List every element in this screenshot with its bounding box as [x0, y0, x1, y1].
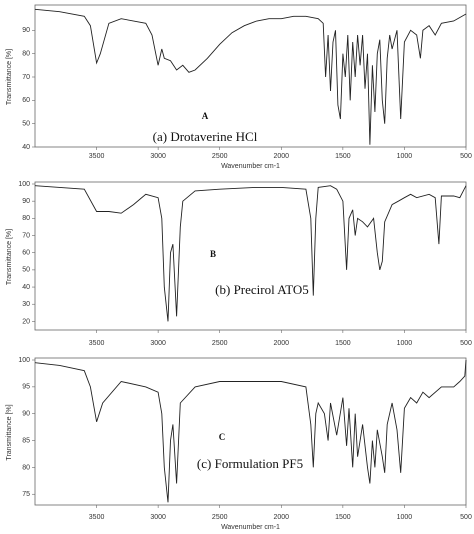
y-tick-label: 60	[22, 250, 30, 257]
y-tick-label: 100	[18, 357, 30, 364]
panel-caption: (b) Precirol ATO5	[215, 282, 309, 297]
x-tick-label: 2000	[273, 153, 289, 160]
x-tick-label: 3000	[150, 514, 166, 521]
x-axis-label: Wavenumber cm-1	[221, 524, 280, 531]
y-tick-label: 20	[22, 318, 30, 325]
y-tick-label: 90	[22, 198, 30, 205]
x-tick-label: 1500	[335, 153, 351, 160]
panel-letter: A	[202, 111, 209, 121]
x-tick-label: 3000	[150, 153, 166, 160]
plot-frame	[34, 357, 467, 506]
y-tick-label: 40	[22, 284, 30, 291]
x-tick-label: 1000	[397, 340, 413, 347]
y-tick-label: 90	[22, 411, 30, 418]
x-tick-label: 3500	[89, 340, 105, 347]
plot-frame	[34, 4, 467, 148]
spectrum-line	[34, 185, 467, 322]
y-tick-label: 90	[22, 27, 30, 34]
y-tick-label: 30	[22, 301, 30, 308]
x-tick-label: 1500	[335, 514, 351, 521]
x-tick-label: 2500	[212, 340, 228, 347]
y-tick-label: 50	[22, 121, 30, 128]
y-axis-label: Transmittance [%]	[6, 229, 13, 285]
y-tick-label: 80	[22, 51, 30, 58]
panel-caption: (a) Drotaverine HCl	[153, 129, 258, 144]
x-tick-label: 3500	[89, 514, 105, 521]
panel-letter: C	[219, 432, 226, 442]
panel-caption: (c) Formulation PF5	[197, 456, 303, 471]
y-tick-label: 70	[22, 232, 30, 239]
x-tick-label: 2000	[273, 514, 289, 521]
y-axis-label: Transmittance [%]	[6, 404, 13, 460]
spectrum-line	[34, 359, 467, 503]
y-tick-label: 60	[22, 97, 30, 104]
x-tick-label: 500	[460, 340, 472, 347]
y-tick-label: 70	[22, 74, 30, 81]
y-axis-label: Transmittance [%]	[6, 49, 13, 105]
x-tick-label: 2500	[212, 514, 228, 521]
x-axis-label: Wavenumber cm-1	[221, 163, 280, 170]
y-tick-label: 75	[22, 491, 30, 498]
x-tick-label: 1000	[397, 153, 413, 160]
y-tick-label: 80	[22, 215, 30, 222]
x-tick-label: 3000	[150, 340, 166, 347]
y-tick-label: 40	[22, 144, 30, 151]
x-tick-label: 2000	[273, 340, 289, 347]
y-tick-label: 100	[18, 181, 30, 188]
x-tick-label: 3500	[89, 153, 105, 160]
x-tick-label: 1500	[335, 340, 351, 347]
x-tick-label: 1000	[397, 514, 413, 521]
y-tick-label: 80	[22, 464, 30, 471]
x-tick-label: 2500	[212, 153, 228, 160]
spectrum-line	[34, 8, 467, 145]
x-tick-label: 500	[460, 514, 472, 521]
plot-frame	[34, 181, 467, 331]
y-tick-label: 50	[22, 267, 30, 274]
panel-letter: B	[210, 249, 216, 259]
y-tick-label: 85	[22, 437, 30, 444]
x-tick-label: 500	[460, 153, 472, 160]
y-tick-label: 95	[22, 384, 30, 391]
